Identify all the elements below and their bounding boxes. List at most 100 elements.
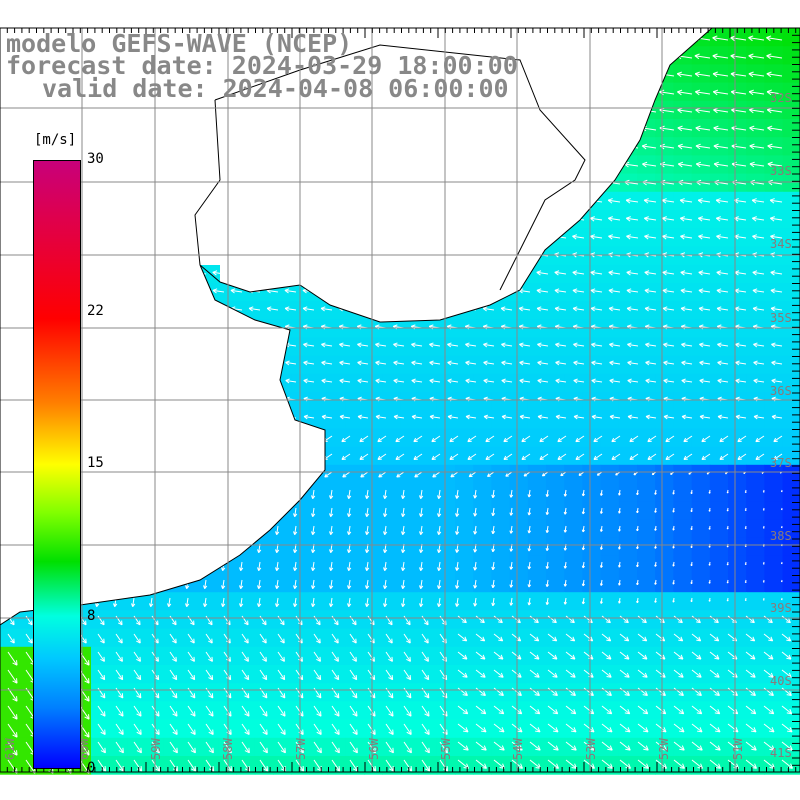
wind-cell bbox=[309, 410, 329, 429]
wind-cell bbox=[491, 555, 511, 575]
wind-cell bbox=[673, 610, 693, 630]
wind-cell bbox=[418, 683, 438, 702]
wind-arrow bbox=[680, 234, 693, 240]
wind-cell bbox=[91, 264, 110, 284]
wind-cell bbox=[582, 373, 602, 393]
wind-arrow bbox=[515, 89, 531, 96]
wind-cell bbox=[637, 82, 656, 102]
wind-cell bbox=[764, 737, 784, 757]
wind-arrow bbox=[123, 360, 135, 366]
wind-cell bbox=[254, 610, 274, 630]
wind-arrow bbox=[197, 435, 207, 443]
wind-cell bbox=[418, 737, 438, 757]
wind-arrow bbox=[157, 107, 171, 114]
wind-arrow bbox=[762, 489, 765, 493]
wind-arrow bbox=[249, 378, 261, 384]
wind-cell bbox=[764, 610, 784, 630]
wind-cell bbox=[564, 683, 583, 702]
wind-cell bbox=[163, 155, 183, 175]
wind-cell bbox=[582, 282, 602, 302]
wind-cell bbox=[600, 428, 620, 448]
wind-cell bbox=[546, 355, 565, 375]
wind-cell bbox=[382, 264, 401, 284]
wind-cell bbox=[327, 282, 347, 302]
wind-cell bbox=[364, 373, 383, 393]
wind-arrow bbox=[198, 471, 207, 478]
wind-cell bbox=[728, 683, 747, 702]
wind-cell bbox=[509, 501, 529, 520]
wind-cell bbox=[564, 555, 583, 575]
colorbar bbox=[33, 160, 81, 769]
wind-arrow bbox=[247, 180, 261, 186]
wind-arrow bbox=[695, 143, 711, 150]
wind-cell bbox=[764, 246, 784, 266]
wind-cell bbox=[600, 100, 620, 120]
wind-cell bbox=[600, 592, 620, 611]
wind-cell bbox=[600, 392, 620, 411]
wind-cell bbox=[163, 392, 183, 411]
wind-cell bbox=[0, 501, 19, 520]
wind-cell bbox=[109, 574, 128, 593]
wind-arrow bbox=[501, 342, 513, 348]
wind-cell bbox=[764, 228, 784, 247]
wind-arrow bbox=[371, 35, 387, 42]
wind-arrow bbox=[193, 144, 207, 150]
wind-cell bbox=[345, 137, 365, 156]
wind-arrow bbox=[87, 342, 99, 348]
wind-cell bbox=[455, 610, 474, 630]
wind-cell bbox=[436, 428, 456, 448]
wind-arrow bbox=[410, 234, 423, 240]
wind-cell bbox=[600, 446, 620, 466]
wind-cell bbox=[655, 537, 674, 557]
wind-cell bbox=[127, 719, 147, 739]
wind-cell bbox=[345, 501, 365, 520]
wind-cell bbox=[0, 610, 19, 630]
wind-arrow bbox=[185, 507, 190, 518]
wind-cell bbox=[254, 483, 274, 502]
wind-arrow bbox=[375, 342, 387, 348]
wind-arrow bbox=[185, 525, 190, 536]
wind-cell bbox=[764, 46, 784, 65]
wind-arrow bbox=[462, 143, 477, 150]
wind-arrow bbox=[161, 435, 171, 443]
wind-cell bbox=[436, 719, 456, 739]
wind-arrow bbox=[17, 453, 27, 460]
wind-arrow bbox=[233, 453, 243, 460]
wind-cell bbox=[709, 446, 729, 466]
wind-cell bbox=[127, 355, 147, 375]
wind-cell bbox=[600, 610, 620, 630]
wind-cell bbox=[254, 210, 274, 229]
wind-arrow bbox=[408, 143, 423, 150]
wind-cell bbox=[436, 355, 456, 375]
wind-arrow bbox=[447, 342, 459, 348]
wind-arrow bbox=[23, 579, 28, 590]
wind-arrow bbox=[0, 378, 9, 384]
wind-cell bbox=[600, 137, 620, 156]
wind-arrow bbox=[320, 234, 333, 240]
wind-cell bbox=[455, 464, 474, 484]
wind-arrow bbox=[464, 270, 477, 276]
longitude-label: 56W bbox=[367, 738, 381, 760]
wind-arrow bbox=[141, 360, 153, 366]
wind-cell bbox=[455, 501, 474, 520]
wind-cell bbox=[345, 191, 365, 211]
wind-arrow bbox=[203, 525, 208, 536]
wind-cell bbox=[709, 519, 729, 539]
wind-arrow bbox=[266, 270, 279, 276]
wind-arrow bbox=[185, 561, 190, 572]
wind-arrow bbox=[103, 198, 117, 204]
wind-arrow bbox=[445, 179, 459, 186]
wind-cell bbox=[746, 483, 765, 502]
wind-cell bbox=[618, 373, 638, 393]
wind-arrow bbox=[552, 179, 567, 186]
wind-arrow bbox=[443, 35, 459, 42]
wind-cell bbox=[782, 173, 800, 193]
wind-cell bbox=[764, 373, 784, 393]
wind-arrow bbox=[609, 342, 621, 348]
wind-arrow bbox=[518, 306, 531, 312]
wind-cell bbox=[364, 246, 383, 266]
wind-arrow bbox=[500, 288, 513, 294]
wind-cell bbox=[91, 483, 110, 502]
wind-cell bbox=[728, 628, 747, 648]
wind-arrow bbox=[229, 180, 243, 186]
